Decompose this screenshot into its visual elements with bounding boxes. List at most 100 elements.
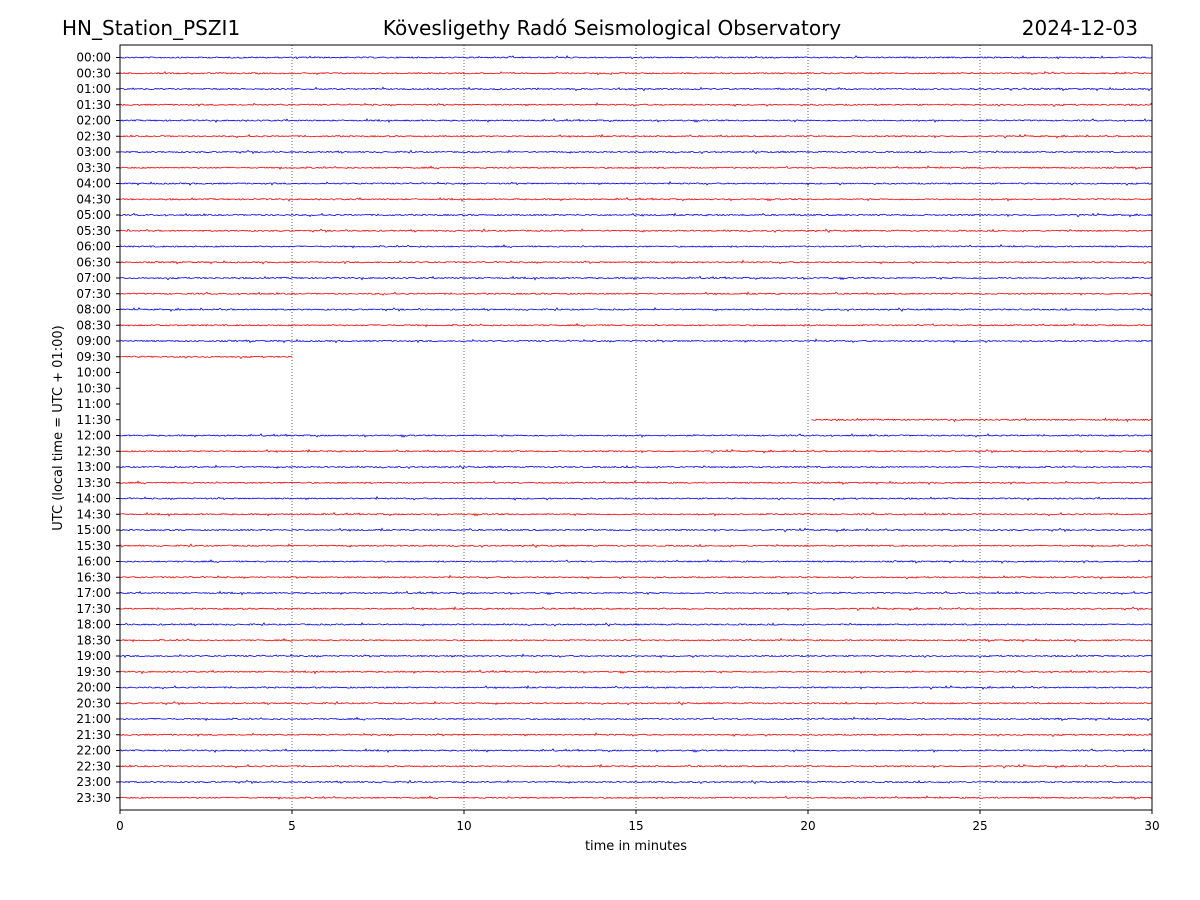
y-tick-label: 17:00 — [76, 586, 111, 600]
trace-15:00 — [119, 527, 1153, 533]
trace-01:00 — [119, 86, 1153, 92]
trace-08:30 — [119, 322, 1153, 328]
y-tick-label: 11:00 — [76, 397, 111, 411]
trace-20:00 — [119, 684, 1153, 690]
y-tick-label: 07:00 — [76, 271, 111, 285]
vertical-gridlines — [291, 45, 981, 810]
trace-09:00 — [119, 338, 1153, 344]
y-tick-label: 11:30 — [76, 413, 111, 427]
y-tick-label: 19:00 — [76, 649, 111, 663]
y-tick-label: 18:30 — [76, 633, 111, 647]
y-tick-label: 01:30 — [76, 98, 111, 112]
trace-07:00 — [119, 275, 1153, 281]
trace-17:00 — [119, 590, 1153, 596]
y-tick-label: 15:00 — [76, 523, 111, 537]
y-tick-label: 13:30 — [76, 476, 111, 490]
y-tick-label: 14:30 — [76, 507, 111, 521]
y-tick-label: 12:30 — [76, 444, 111, 458]
trace-16:30 — [119, 574, 1153, 580]
y-tick-label: 02:00 — [76, 114, 111, 128]
y-tick-label: 00:30 — [76, 66, 111, 80]
y-tick-label: 05:30 — [76, 224, 111, 238]
x-tick-label: 30 — [1144, 819, 1159, 833]
y-tick-label: 22:30 — [76, 759, 111, 773]
y-tick-label: 18:00 — [76, 618, 111, 632]
trace-09:30 — [119, 355, 293, 360]
plot-frame — [119, 44, 1153, 811]
trace-23:00 — [119, 779, 1153, 785]
y-tick-label: 00:00 — [76, 51, 111, 65]
x-tick-label: 0 — [116, 819, 124, 833]
y-tick-label: 20:30 — [76, 696, 111, 710]
trace-23:30 — [119, 795, 1153, 801]
y-tick-label: 08:30 — [76, 318, 111, 332]
trace-06:00 — [119, 244, 1153, 249]
x-tick-label: 5 — [288, 819, 296, 833]
trace-11:30 — [811, 417, 1152, 423]
trace-21:00 — [119, 716, 1153, 722]
trace-22:00 — [119, 748, 1153, 754]
y-tick-label: 21:30 — [76, 728, 111, 742]
y-tick-label: 13:00 — [76, 460, 111, 474]
y-tick-label: 02:30 — [76, 129, 111, 143]
y-tick-label: 17:30 — [76, 602, 111, 616]
y-tick-label: 15:30 — [76, 539, 111, 553]
trace-06:30 — [119, 259, 1153, 265]
y-tick-label: 05:00 — [76, 208, 111, 222]
y-tick-label: 04:00 — [76, 177, 111, 191]
y-tick-label: 06:00 — [76, 240, 111, 254]
y-tick-label: 09:00 — [76, 334, 111, 348]
y-tick-label: 23:00 — [76, 775, 111, 789]
trace-00:30 — [119, 70, 1153, 76]
x-tick-label: 10 — [456, 819, 471, 833]
trace-05:30 — [119, 228, 1153, 234]
y-tick-label: 07:30 — [76, 287, 111, 301]
trace-03:00 — [119, 149, 1153, 155]
y-tick-label: 04:30 — [76, 192, 111, 206]
x-axis-label: time in minutes — [585, 839, 687, 854]
observatory-title: Kövesligethy Radó Seismological Observat… — [383, 16, 841, 40]
date-title: 2024-12-03 — [1022, 16, 1138, 40]
trace-13:30 — [119, 480, 1153, 486]
trace-12:00 — [119, 433, 1153, 438]
x-tick-label: 20 — [800, 819, 815, 833]
trace-05:00 — [119, 212, 1153, 218]
trace-16:00 — [119, 559, 1153, 564]
trace-04:30 — [119, 196, 1153, 202]
y-tick-label: 01:00 — [76, 82, 111, 96]
trace-12:30 — [119, 448, 1153, 454]
y-tick-label: 20:00 — [76, 681, 111, 695]
y-tick-label: 03:00 — [76, 145, 111, 159]
y-tick-label: 22:00 — [76, 744, 111, 758]
x-tick-label: 15 — [628, 819, 643, 833]
trace-19:30 — [119, 669, 1153, 675]
trace-02:00 — [119, 118, 1153, 124]
trace-15:30 — [119, 543, 1153, 549]
y-tick-label: 10:00 — [76, 366, 111, 380]
y-tick-label: 03:30 — [76, 161, 111, 175]
trace-00:00 — [119, 55, 1153, 60]
y-tick-label: 14:00 — [76, 492, 111, 506]
y-tick-label: 08:00 — [76, 303, 111, 317]
y-tick-label: 21:00 — [76, 712, 111, 726]
y-tick-label: 06:30 — [76, 255, 111, 269]
trace-18:00 — [119, 621, 1153, 627]
y-tick-label: 23:30 — [76, 791, 111, 805]
x-tick-label: 25 — [972, 819, 987, 833]
trace-14:30 — [119, 511, 1153, 517]
station-title: HN_Station_PSZI1 — [62, 16, 240, 40]
y-tick-label: 16:30 — [76, 570, 111, 584]
trace-03:30 — [119, 165, 1153, 171]
trace-01:30 — [119, 102, 1153, 108]
y-tick-label: 10:30 — [76, 381, 111, 395]
trace-04:00 — [119, 180, 1153, 186]
trace-14:00 — [119, 495, 1153, 501]
y-tick-label: 19:30 — [76, 665, 111, 679]
trace-20:30 — [120, 700, 1153, 706]
trace-22:30 — [119, 763, 1153, 769]
trace-18:30 — [119, 637, 1153, 643]
trace-17:30 — [119, 606, 1153, 612]
seismic-traces — [119, 55, 1153, 801]
trace-02:30 — [119, 133, 1153, 139]
